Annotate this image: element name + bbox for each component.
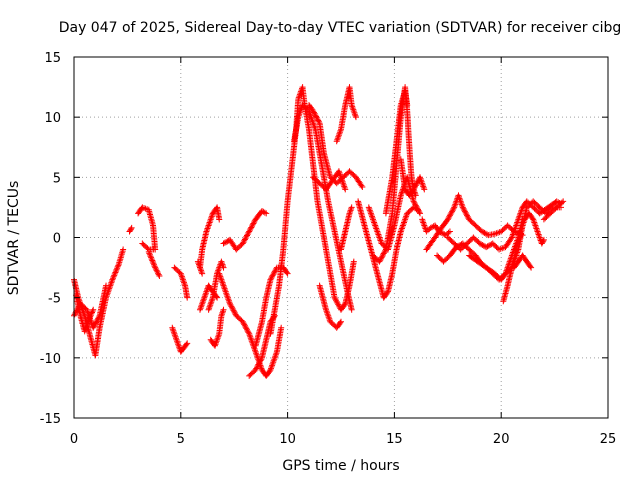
series-track-12	[205, 258, 227, 313]
marker-track	[511, 252, 535, 271]
x-tick-label: 20	[493, 432, 510, 447]
marker-track	[291, 102, 355, 313]
y-axis-label: SDTVAR / TECUs	[6, 181, 22, 296]
y-tick-label: -10	[40, 352, 61, 367]
series-track-18	[267, 84, 357, 337]
series-track-05	[135, 204, 159, 253]
series-track-21	[310, 168, 349, 193]
marker-track	[135, 204, 159, 253]
marker-track	[171, 264, 191, 301]
marker-track	[310, 168, 349, 193]
x-tick-label: 5	[177, 432, 185, 447]
series-track-31	[423, 192, 526, 253]
marker-track	[355, 198, 421, 301]
series-track-35	[500, 210, 547, 305]
series-track-03	[73, 292, 97, 335]
series-track-04	[126, 224, 135, 235]
marker-track	[216, 270, 285, 379]
marker-track	[205, 258, 227, 313]
y-tick-label: 5	[53, 171, 61, 186]
series-track-19	[291, 102, 355, 313]
marker-track	[444, 198, 565, 253]
series-track-07	[171, 264, 191, 301]
marker-track	[338, 204, 355, 253]
series-track-37	[540, 198, 567, 223]
x-tick-label: 10	[279, 432, 296, 447]
marker-track	[423, 192, 526, 253]
series-track-08	[169, 324, 191, 355]
marker-track	[382, 87, 411, 217]
series-track-36	[511, 252, 535, 271]
plot-frame	[73, 56, 609, 419]
marker-track	[220, 208, 270, 253]
marker-track	[197, 204, 223, 271]
series-track-28	[382, 87, 411, 217]
x-tick-label: 25	[600, 432, 617, 447]
marker-track	[145, 248, 163, 280]
series-track-11	[197, 204, 223, 271]
y-tick-label: 0	[53, 232, 61, 247]
y-tick-label: -15	[40, 412, 61, 427]
marker-track	[397, 156, 428, 199]
x-axis-label: GPS time / hours	[282, 458, 399, 474]
marker-track	[73, 292, 97, 335]
marker-track	[126, 224, 135, 235]
series-track-13	[207, 306, 227, 349]
series-track-25	[355, 198, 421, 301]
marker-track	[316, 282, 344, 331]
series-track-06	[145, 248, 163, 280]
y-tick-label: 10	[44, 111, 61, 126]
tick-labels: 0 5 10 15 20 25 -15 -10 -5 0 5 10 15	[40, 51, 617, 447]
marker-track	[500, 210, 547, 305]
series-track-29	[397, 156, 428, 199]
marker-track	[267, 84, 357, 337]
series-track-33	[444, 198, 565, 253]
y-tick-label: -5	[48, 292, 61, 307]
marker-track	[333, 84, 359, 145]
series-track-14	[220, 208, 270, 253]
chart-title: Day 047 of 2025, Sidereal Day-to-day VTE…	[59, 20, 622, 36]
marker-track	[169, 324, 191, 355]
x-tick-label: 15	[386, 432, 403, 447]
marker-track	[207, 306, 227, 349]
data-layer	[71, 84, 567, 379]
series-track-24	[338, 204, 355, 253]
marker-track	[540, 198, 567, 223]
y-tick-label: 15	[44, 51, 61, 66]
series-track-22	[333, 84, 359, 145]
x-tick-label: 0	[70, 432, 78, 447]
series-track-23	[316, 282, 344, 331]
series-track-15	[216, 270, 285, 379]
